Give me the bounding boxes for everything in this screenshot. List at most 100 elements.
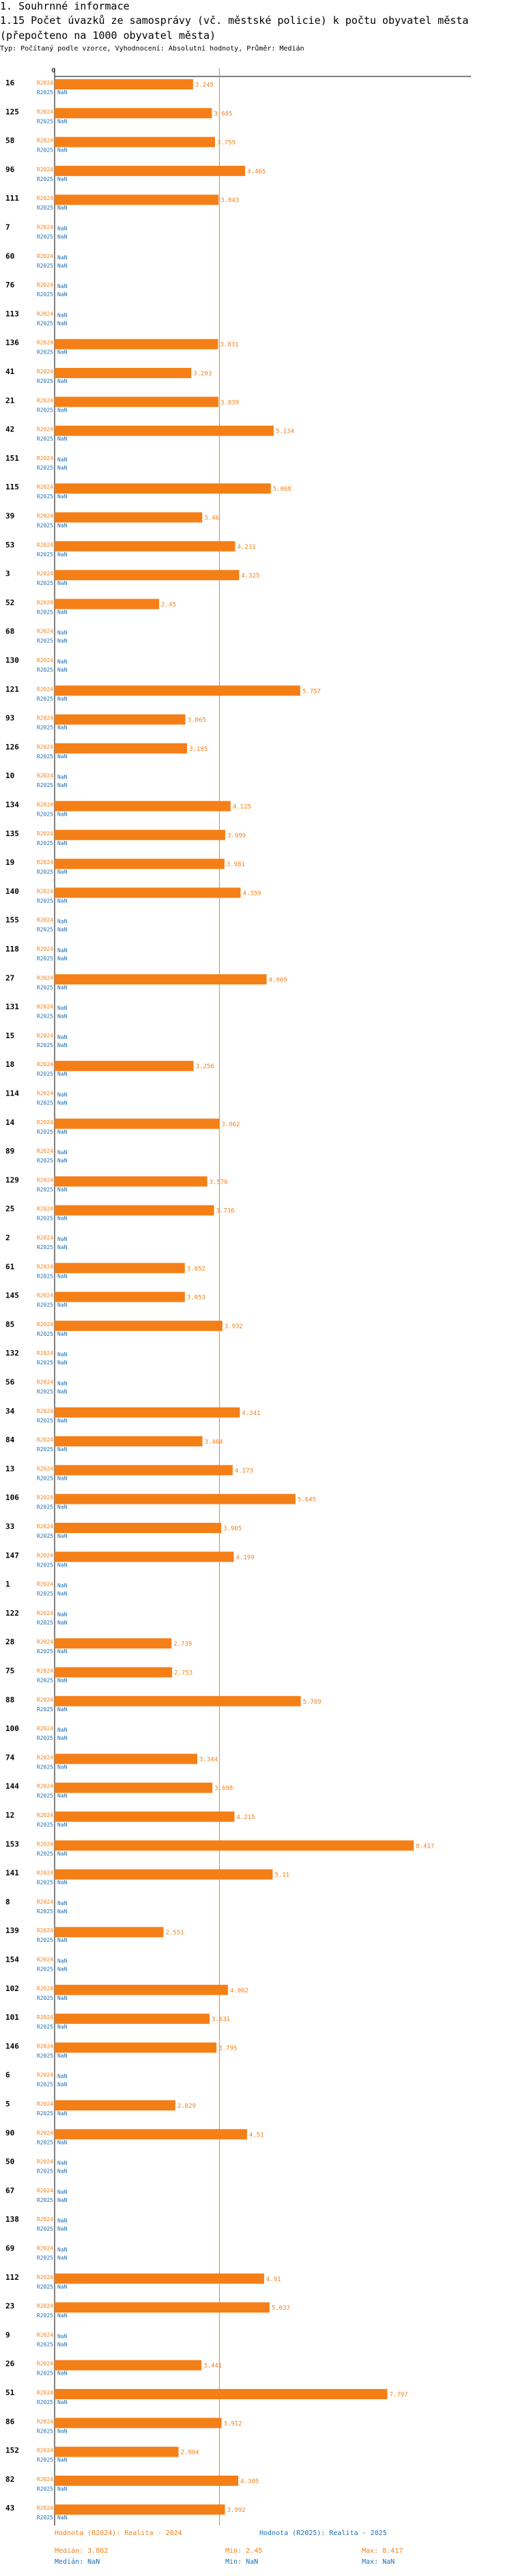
bar-value-label: 3.736 [216,1208,235,1215]
series-label-r2024: R2024 [37,1668,53,1674]
nan-label-r2025: NaN [57,1158,68,1164]
bar-value-label: 5.037 [272,2305,290,2312]
row-label: 155 [5,916,19,925]
series-label-r2025: R2025 [37,493,53,500]
series-label-r2025: R2025 [37,2110,53,2117]
bar-r2024 [55,829,225,840]
series-label-r2024: R2024 [37,282,53,288]
bar-value-label: 3.698 [214,1786,233,1792]
bar-r2024 [55,1754,197,1764]
nan-label-r2025: NaN [57,436,68,442]
bar-r2024 [55,2360,202,2371]
nan-label-r2024: NaN [57,2333,68,2339]
nan-label-r2025: NaN [57,2052,68,2059]
series-label-r2025: R2025 [37,378,53,384]
series-label-r2025: R2025 [37,1764,53,1770]
nan-label-r2024: NaN [57,457,68,463]
series-label-r2024: R2024 [37,946,53,952]
row-label: 151 [5,454,19,463]
nan-label-r2024: NaN [57,312,68,318]
legend-r2025-min: Min: NaN [225,2558,259,2566]
nan-label-r2025: NaN [57,493,68,500]
nan-label-r2025: NaN [57,1360,68,1366]
bar-r2024 [55,1407,240,1418]
series-label-r2025: R2025 [37,869,53,875]
nan-label-r2025: NaN [57,263,68,269]
nan-label-r2024: NaN [57,1727,68,1733]
nan-label-r2025: NaN [57,1186,68,1192]
series-label-r2025: R2025 [37,2515,53,2521]
nan-label-r2025: NaN [57,2197,68,2203]
bar-value-label: 3.464 [205,1439,223,1446]
nan-label-r2025: NaN [57,898,68,904]
bar-value-label: 2.753 [174,1670,193,1677]
nan-label-r2025: NaN [57,465,68,471]
bar-value-label: 3.912 [224,2420,242,2427]
row-label: 51 [5,2388,15,2397]
series-label-r2025: R2025 [37,2226,53,2232]
series-label-r2024: R2024 [37,657,53,663]
series-label-r2025: R2025 [37,1331,53,1337]
nan-label-r2025: NaN [57,1995,68,2001]
bar-value-label: 3.981 [227,861,245,868]
series-label-r2024: R2024 [37,2043,53,2049]
bar-value-label: 3.576 [210,1179,228,1186]
series-label-r2025: R2025 [37,1129,53,1135]
series-label-r2024: R2024 [37,1091,53,1097]
series-label-r2024: R2024 [37,2390,53,2396]
row-label: 147 [5,1551,19,1560]
nan-label-r2025: NaN [57,2486,68,2492]
bar-value-label: 5.769 [303,1699,322,1706]
series-label-r2024: R2024 [37,1697,53,1703]
series-label-r2024: R2024 [37,831,53,837]
bar-value-label: 4.062 [230,1988,248,1994]
nan-label-r2025: NaN [57,320,68,326]
series-label-r2024: R2024 [37,427,53,433]
row-label: 134 [5,801,19,810]
nan-label-r2025: NaN [57,2110,68,2117]
series-label-r2024: R2024 [37,2072,53,2078]
bar-value-label: 3.631 [212,2016,230,2023]
row-label: 6 [5,2071,10,2080]
bar-r2024 [55,2014,210,2024]
series-label-r2025: R2025 [37,89,53,96]
series-label-r2025: R2025 [37,2169,53,2175]
series-label-r2025: R2025 [37,1014,53,1020]
bar-r2024 [55,1927,164,1938]
series-label-r2025: R2025 [37,320,53,326]
nan-label-r2024: NaN [57,659,68,665]
bar-r2024 [55,108,212,119]
series-label-r2024: R2024 [37,484,53,490]
nan-label-r2024: NaN [57,283,68,289]
series-label-r2025: R2025 [37,1533,53,1539]
nan-label-r2025: NaN [57,523,68,529]
nan-label-r2025: NaN [57,956,68,962]
row-label: 126 [5,743,19,752]
nan-label-r2025: NaN [57,1706,68,1713]
nan-label-r2024: NaN [57,255,68,261]
bar-r2024 [55,1465,233,1476]
section-heading: 1. Souhrnné informace [0,0,130,12]
bar-value-label: 2.904 [181,2450,199,2457]
row-label: 10 [5,771,14,780]
nan-label-r2025: NaN [57,1014,68,1020]
nan-label-r2024: NaN [57,226,68,232]
series-label-r2025: R2025 [37,2486,53,2492]
row-label: 28 [5,1637,14,1646]
bar-value-label: 4.231 [237,544,255,551]
axis-zero-tick: 0 [51,68,55,74]
legend-r2024-max: Max: 8.417 [362,2547,403,2555]
bar-value-label: 3.344 [199,1756,218,1763]
nan-label-r2025: NaN [57,176,68,182]
bar-value-label: 4.173 [235,1468,253,1474]
row-label: 23 [5,2302,14,2310]
nan-label-r2025: NaN [57,1937,68,1943]
row-label: 41 [5,367,15,376]
nan-label-r2025: NaN [57,1446,68,1452]
nan-label-r2024: NaN [57,2160,68,2166]
nan-label-r2024: NaN [57,1612,68,1618]
series-label-r2025: R2025 [37,638,53,644]
series-label-r2024: R2024 [37,571,53,577]
bar-r2024 [55,165,246,176]
series-label-r2024: R2024 [37,2246,53,2252]
